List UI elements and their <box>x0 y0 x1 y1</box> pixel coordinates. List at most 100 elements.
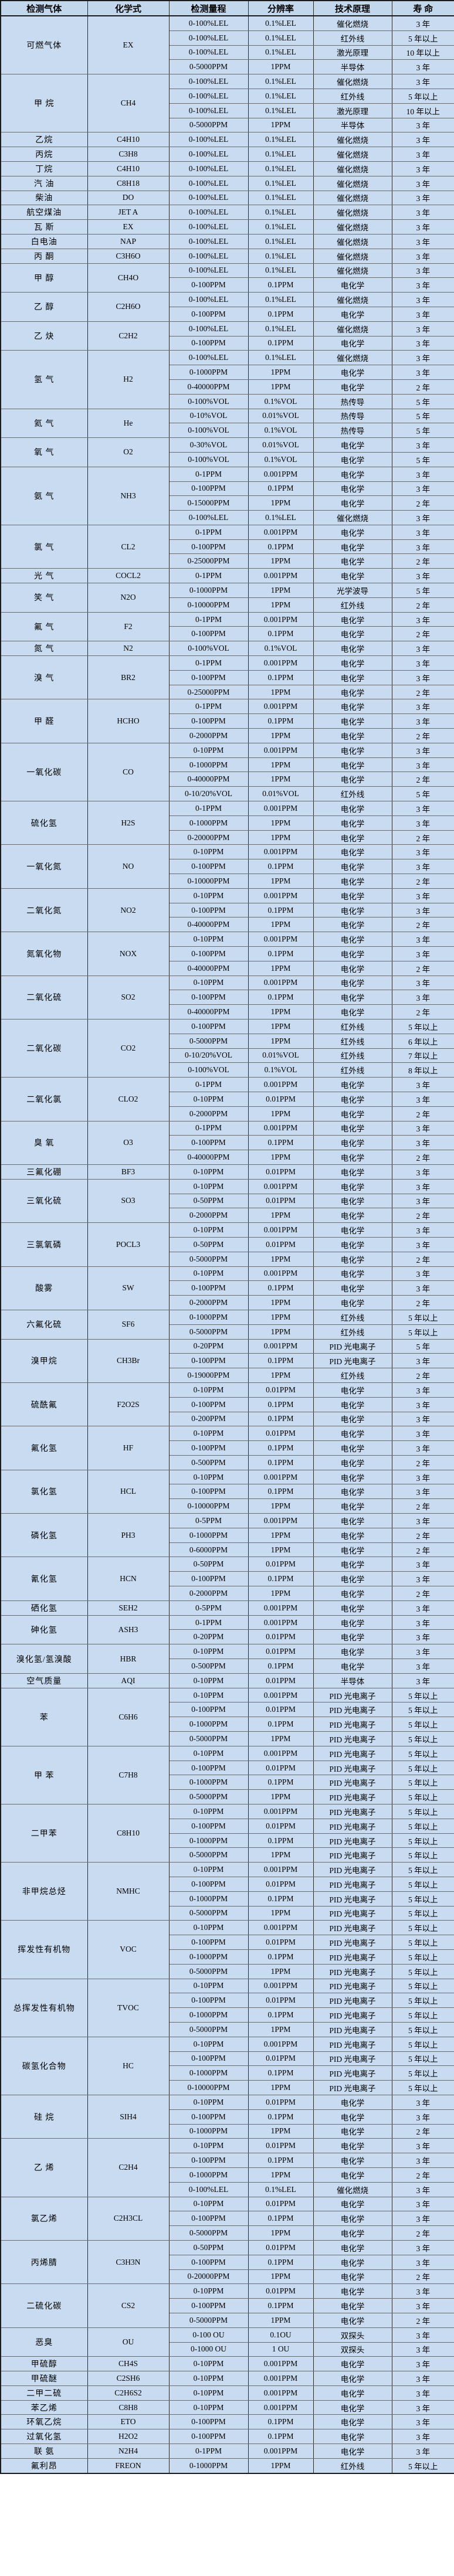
lifespan-cell: 2 年 <box>391 2312 454 2328</box>
lifespan-cell: 2 年 <box>391 1527 454 1543</box>
resolution-cell: 0.01PPM <box>248 1557 314 1572</box>
resolution-cell: 0.001PPM <box>248 568 314 584</box>
lifespan-cell: 5 年以上 <box>391 1891 454 1906</box>
range-cell: 0-100PPM <box>168 277 249 293</box>
gas-name-cell: 磷化氢 <box>0 1513 88 1558</box>
lifespan-cell: 3 年 <box>391 2444 454 2459</box>
gas-name-cell: 柴油 <box>0 190 88 206</box>
principle-cell: 电化学 <box>313 641 392 657</box>
gas-name-cell: 溴 气 <box>0 655 88 700</box>
table-row: 0-100PPM 0.1PPM 电化学 3 年 <box>1 946 454 961</box>
lifespan-cell: 3 年 <box>391 481 454 497</box>
resolution-cell: 0.01PPM <box>248 2094 314 2110</box>
resolution-cell: 0.001PPM <box>248 2036 314 2052</box>
resolution-cell: 0.001PPM <box>248 1600 314 1616</box>
resolution-cell: 0.001PPM <box>248 1513 314 1528</box>
range-cell: 0-1000PPM <box>168 1775 249 1790</box>
resolution-cell: 0.01PPM <box>248 1382 314 1398</box>
resolution-cell: 0.1PPM <box>248 2254 314 2270</box>
principle-cell: PID 光电离子 <box>313 1804 392 1819</box>
formula-cell: NMHC <box>87 1862 170 1921</box>
principle-cell: 电化学 <box>313 379 392 395</box>
principle-cell: 电化学 <box>313 1266 392 1282</box>
header-row: 检测气体 化学式 检测量程 分辨率 技术原理 寿 命 <box>0 0 454 16</box>
lifespan-cell: 5 年以上 <box>391 1949 454 1965</box>
formula-cell: HC <box>87 2036 170 2095</box>
range-cell: 0-100PPM <box>168 859 249 875</box>
formula-cell: SO2 <box>87 975 170 1019</box>
lifespan-cell: 5 年以上 <box>391 1993 454 2009</box>
range-cell: 0-500PPM <box>168 1659 249 1674</box>
resolution-cell: 0.1PPM <box>248 2298 314 2313</box>
formula-cell: AQI <box>87 1673 170 1688</box>
resolution-cell: 0.1PPM <box>248 306 314 322</box>
resolution-cell: 0.1PPM <box>248 902 314 918</box>
range-cell: 0-40000PPM <box>168 1004 249 1019</box>
lifespan-cell: 5 年以上 <box>391 1963 454 1979</box>
formula-cell: CH4O <box>87 263 170 293</box>
resolution-cell: 0.1PPM <box>248 1717 314 1732</box>
range-cell: 0-100PPM <box>168 2254 249 2270</box>
gas-name-cell: 丁烷 <box>0 161 88 176</box>
resolution-cell: 0.1PPM <box>248 713 314 729</box>
principle-cell: PID 光电离子 <box>313 1993 392 2009</box>
lifespan-cell: 5 年以上 <box>391 1687 454 1703</box>
lifespan-cell: 3 年 <box>391 2371 454 2386</box>
table-row: 0-100PPM 0.1PPM 电化学 3 年 <box>1 1396 454 1412</box>
range-cell: 0-1000PPM <box>168 1949 249 1965</box>
principle-cell: PID 光电离子 <box>313 1775 392 1790</box>
lifespan-cell: 3 年 <box>391 1440 454 1456</box>
range-cell: 0-10PPM <box>168 1978 249 1994</box>
formula-cell: H2S <box>87 801 170 845</box>
resolution-cell: 0.1PPM <box>248 1440 314 1456</box>
resolution-cell: 0.001PPM <box>248 844 314 860</box>
table-row: 0-1000PPM 1PPM 电化学 2 年 <box>1 2123 454 2139</box>
range-cell: 0-100PPM <box>168 2153 249 2168</box>
lifespan-cell: 5 年以上 <box>391 1324 454 1340</box>
resolution-cell: 1PPM <box>248 874 314 889</box>
range-cell: 0-1000PPM <box>168 2007 249 2023</box>
resolution-cell: 0.001PPM <box>248 1862 314 1877</box>
lifespan-cell: 3 年 <box>391 2196 454 2212</box>
principle-cell: PID 光电离子 <box>313 2051 392 2067</box>
lifespan-cell: 2 年 <box>391 495 454 511</box>
principle-cell: 电化学 <box>313 2225 392 2241</box>
range-cell: 0-19000PPM <box>168 1368 249 1383</box>
gas-name-cell: 空气质量 <box>0 1673 88 1688</box>
range-cell: 0-100PPM <box>168 2414 249 2430</box>
principle-cell: 半导体 <box>313 117 392 133</box>
resolution-cell: 0.1%LEL <box>248 45 314 60</box>
principle-cell: 电化学 <box>313 960 392 976</box>
formula-cell: C3H8 <box>87 147 170 162</box>
lifespan-cell: 3 年 <box>391 932 454 947</box>
lifespan-cell: 7 年以上 <box>391 1048 454 1063</box>
principle-cell: 电化学 <box>313 844 392 860</box>
lifespan-cell: 5 年以上 <box>391 1935 454 1950</box>
gas-name-cell: 氢 气 <box>0 350 88 409</box>
gas-name-cell: 硫酰氟 <box>0 1382 88 1427</box>
formula-cell: ETO <box>87 2414 170 2430</box>
lifespan-cell: 3 年 <box>391 2327 454 2343</box>
range-cell: 0-5000PPM <box>168 1251 249 1267</box>
principle-cell: 催化燃烧 <box>313 161 392 176</box>
lifespan-cell: 5 年以上 <box>391 2007 454 2023</box>
lifespan-cell: 3 年 <box>391 990 454 1005</box>
table-row: 0-5000PPM 1PPM PID 光电离子 5 年以上 <box>1 1847 454 1863</box>
lifespan-cell: 3 年 <box>391 1557 454 1572</box>
formula-cell: C7H8 <box>87 1745 170 1805</box>
lifespan-cell: 10 年以上 <box>391 45 454 60</box>
formula-cell: ASH3 <box>87 1615 170 1645</box>
lifespan-cell: 5 年以上 <box>391 1775 454 1790</box>
range-cell: 0-1000PPM <box>168 2167 249 2183</box>
principle-cell: 电化学 <box>313 975 392 991</box>
table-row: 0-40000PPM 1PPM 电化学 2 年 <box>1 379 454 395</box>
principle-cell: 电化学 <box>313 553 392 569</box>
lifespan-cell: 3 年 <box>391 1571 454 1587</box>
resolution-cell: 0.001PPM <box>248 1469 314 1485</box>
gas-name-cell: 氧 气 <box>0 437 88 467</box>
table-row: 0-40000PPM 1PPM 电化学 2 年 <box>1 1004 454 1019</box>
range-cell: 0-10PPM <box>168 2094 249 2110</box>
resolution-cell: 1PPM <box>248 1847 314 1863</box>
lifespan-cell: 3 年 <box>391 161 454 176</box>
lifespan-cell: 5 年以上 <box>391 1018 454 1034</box>
